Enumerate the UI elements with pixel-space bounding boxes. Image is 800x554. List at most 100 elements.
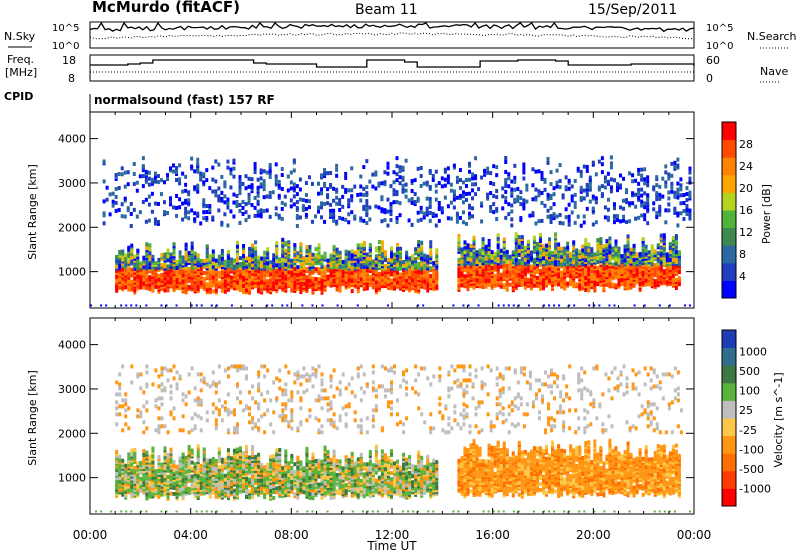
scatter-cell: [175, 213, 179, 218]
scatter-cell: [220, 196, 224, 201]
scatter-cell: [426, 254, 430, 259]
scatter-cell: [135, 214, 139, 219]
scatter-cell: [298, 187, 302, 192]
scatter-cell: [429, 250, 433, 255]
scatter-cell: [208, 204, 212, 209]
scatter-cell: [163, 492, 167, 497]
scatter-cell: [434, 169, 438, 174]
scatter-cell: [102, 159, 106, 164]
scatter-cell: [262, 209, 266, 214]
scatter-cell: [317, 209, 321, 214]
scatter-cell: [602, 286, 606, 291]
clutter-cell: [598, 304, 601, 307]
scatter-cell: [623, 274, 627, 279]
scatter-cell: [646, 175, 650, 180]
scatter-cell: [166, 210, 170, 215]
scatter-cell: [612, 220, 616, 225]
scatter-cell: [268, 174, 272, 179]
scatter-cell: [320, 254, 324, 259]
scatter-cell: [148, 476, 152, 481]
scatter-cell: [477, 187, 481, 192]
scatter-cell: [341, 184, 345, 189]
scatter-cell: [407, 198, 411, 203]
scatter-cell: [570, 210, 574, 215]
scatter-cell: [668, 266, 672, 271]
scatter-cell: [579, 223, 583, 228]
scatter-cell: [474, 192, 478, 197]
scatter-cell: [658, 204, 662, 209]
scatter-cell: [535, 275, 539, 280]
scatter-cell: [341, 260, 345, 265]
scatter-cell: [365, 221, 369, 226]
power-colorbar-tick: 8: [739, 248, 746, 261]
clutter-cell: [200, 304, 203, 307]
scatter-cell: [187, 198, 191, 203]
scatter-cell: [567, 218, 571, 223]
scatter-cell: [526, 267, 530, 272]
scatter-cell: [417, 262, 421, 267]
scatter-cell: [320, 201, 324, 206]
scatter-cell: [386, 273, 390, 278]
scatter-cell: [480, 201, 484, 206]
scatter-cell: [413, 178, 417, 183]
scatter-cell: [505, 249, 509, 254]
scatter-cell: [362, 186, 366, 191]
scatter-cell: [166, 288, 170, 293]
scatter-cell: [519, 216, 523, 221]
scatter-cell: [196, 464, 200, 469]
scatter-cell: [535, 241, 539, 246]
scatter-cell: [602, 244, 606, 249]
scatter-cell: [461, 210, 465, 215]
scatter-cell: [578, 249, 582, 254]
scatter-cell: [656, 283, 660, 288]
scatter-cell: [566, 281, 570, 286]
scatter-cell: [484, 244, 488, 249]
scatter-cell: [235, 264, 239, 269]
scatter-cell: [587, 242, 591, 247]
scatter-cell: [440, 206, 444, 211]
scatter-cell: [567, 202, 571, 207]
scatter-cell: [184, 254, 188, 259]
scatter-cell: [531, 183, 535, 188]
scatter-cell: [425, 206, 429, 211]
scatter-cell: [259, 212, 263, 217]
noise-right-tick-top: 10^5: [706, 23, 733, 34]
scatter-cell: [196, 444, 200, 449]
scatter-cell: [159, 192, 163, 197]
scatter-cell: [251, 253, 255, 258]
scatter-cell: [127, 271, 131, 276]
scatter-cell: [513, 197, 517, 202]
scatter-cell: [242, 289, 246, 294]
scatter-cell: [178, 163, 182, 168]
scatter-cell: [335, 163, 339, 168]
scatter-cell: [268, 168, 272, 173]
scatter-cell: [429, 278, 433, 283]
scatter-cell: [274, 174, 278, 179]
scatter-cell: [241, 181, 245, 186]
scatter-cell: [399, 246, 403, 251]
scatter-cell: [102, 211, 106, 216]
scatter-cell: [298, 215, 302, 220]
scatter-cell: [199, 475, 203, 480]
scatter-cell: [114, 194, 118, 199]
scatter-cell: [463, 268, 467, 273]
scatter-cell: [480, 175, 484, 180]
scatter-cell: [184, 206, 188, 211]
scatter-cell: [190, 208, 194, 213]
scatter-cell: [545, 275, 549, 280]
scatter-cell: [153, 221, 157, 226]
scatter-cell: [154, 469, 158, 474]
scatter-cell: [434, 213, 438, 218]
clutter-cell: [502, 304, 505, 307]
scatter-cell: [226, 223, 230, 228]
scatter-cell: [250, 183, 254, 188]
scatter-cell: [307, 205, 311, 210]
scatter-cell: [160, 492, 164, 497]
scatter-cell: [558, 179, 562, 184]
scatter-cell: [507, 184, 511, 189]
scatter-cell: [673, 190, 677, 195]
scatter-cell: [135, 188, 139, 193]
scatter-cell: [154, 278, 158, 283]
scatter-cell: [481, 237, 485, 242]
scatter-cell: [401, 175, 405, 180]
